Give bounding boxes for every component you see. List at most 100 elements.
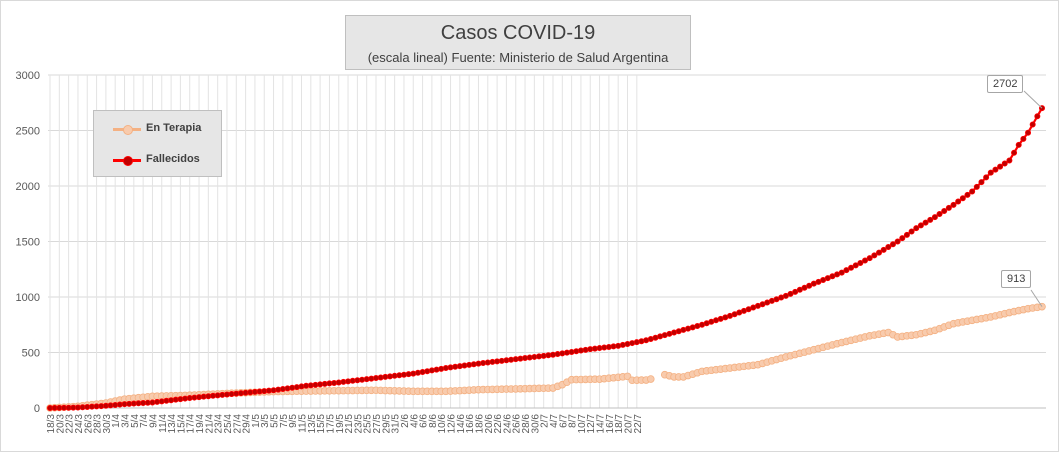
y-tick-label: 2500 [16, 126, 40, 138]
legend-label-en-terapia: En Terapia [146, 122, 202, 134]
data-point [1015, 141, 1022, 148]
data-point [871, 252, 878, 259]
y-axis: 0 500 1000 1500 2000 2500 3000 [16, 70, 40, 415]
data-point [885, 244, 892, 251]
x-tick-label: 29/4 [242, 414, 253, 434]
x-tick-label: 18/3 [46, 414, 57, 434]
x-tick-label: 14/7 [596, 414, 607, 434]
data-point [875, 249, 882, 256]
data-point [857, 259, 864, 266]
x-tick-label: 2/6 [400, 414, 411, 428]
x-tick-label: 26/6 [512, 414, 523, 434]
data-point [927, 216, 934, 223]
x-tick-label: 11/4 [158, 414, 169, 433]
x-tick-label: 21/4 [204, 414, 215, 434]
data-point [978, 179, 985, 186]
callout-leaders [1023, 90, 1043, 307]
data-point [880, 246, 887, 253]
x-tick-label: 24/6 [502, 414, 513, 434]
x-tick-label: 22/3 [65, 414, 76, 434]
x-tick-label: 20/6 [484, 414, 495, 434]
x-tick-label: 17/4 [186, 414, 197, 434]
data-point [1025, 129, 1032, 136]
y-tick-label: 2000 [16, 181, 40, 193]
x-tick-label: 30/3 [102, 414, 113, 434]
data-point [922, 219, 929, 226]
y-tick-label: 0 [34, 403, 40, 415]
data-point [894, 238, 901, 245]
data-point [913, 225, 920, 232]
x-tick-label: 30/6 [530, 414, 541, 434]
y-tick-label: 500 [22, 348, 40, 360]
series-fallecidos [47, 105, 1046, 411]
x-tick-label: 11/5 [297, 414, 308, 433]
x-tick-label: 5/4 [130, 414, 141, 428]
x-tick-label: 25/4 [223, 414, 234, 434]
x-tick-label: 26/3 [83, 414, 94, 434]
data-point [987, 169, 994, 176]
data-point [903, 231, 910, 238]
x-tick-label: 3/4 [121, 414, 132, 428]
x-tick-label: 6/7 [558, 414, 569, 428]
title-box: Casos COVID-19 (escala lineal) Fuente: M… [345, 15, 691, 70]
x-tick-label: 23/5 [353, 414, 364, 434]
x-tick-label: 20/7 [624, 414, 635, 434]
data-point [931, 214, 938, 221]
data-point [866, 255, 873, 262]
x-tick-label: 21/5 [344, 414, 355, 434]
x-tick-label: 29/5 [381, 414, 392, 434]
x-tick-label: 20/3 [55, 414, 66, 434]
legend-label-fallecidos: Fallecidos [146, 153, 200, 165]
data-point [646, 375, 655, 383]
x-tick-label: 5/5 [270, 414, 281, 428]
legend-marker-icon [123, 156, 133, 166]
x-tick-label: 4/7 [549, 414, 560, 428]
data-point [843, 267, 850, 274]
x-tick-label: 28/6 [521, 414, 532, 434]
x-tick-label: 3/5 [260, 414, 271, 428]
x-tick-label: 4/6 [409, 414, 420, 428]
data-point [973, 183, 980, 190]
x-tick-label: 19/4 [195, 414, 206, 434]
x-tick-label: 27/4 [232, 414, 243, 434]
legend-item-en-terapia: En Terapia [94, 120, 221, 138]
data-point [992, 166, 999, 173]
data-point [941, 207, 948, 214]
data-point [908, 228, 915, 235]
x-tick-label: 12/7 [586, 414, 597, 434]
data-point [1029, 121, 1036, 128]
x-tick-label: 22/6 [493, 414, 504, 434]
x-tick-label: 7/5 [279, 414, 290, 428]
x-tick-label: 2/7 [540, 414, 551, 428]
data-point [969, 188, 976, 195]
data-point [959, 195, 966, 202]
x-tick-label: 15/5 [316, 414, 327, 434]
data-point [899, 235, 906, 242]
x-tick-label: 18/6 [474, 414, 485, 434]
x-tick-label: 6/6 [419, 414, 430, 428]
x-tick-label: 12/6 [447, 414, 458, 434]
x-tick-label: 13/4 [167, 414, 178, 434]
x-tick-label: 17/5 [325, 414, 336, 434]
legend-item-fallecidos: Fallecidos [94, 151, 221, 169]
y-tick-label: 1500 [16, 237, 40, 249]
data-point [917, 222, 924, 229]
data-point [1020, 135, 1027, 142]
data-point [964, 191, 971, 198]
x-tick-label: 28/3 [93, 414, 104, 434]
x-tick-label: 18/7 [614, 414, 625, 434]
data-point [838, 269, 845, 276]
x-tick-label: 19/5 [335, 414, 346, 434]
data-point [1011, 149, 1018, 156]
y-tick-label: 1000 [16, 292, 40, 304]
x-tick-label: 1/4 [111, 414, 122, 428]
legend: En Terapia Fallecidos [93, 110, 222, 177]
x-tick-label: 10/6 [437, 414, 448, 434]
callout-en-terapia-last: 913 [1001, 270, 1032, 288]
chart-title: Casos COVID-19 [440, 22, 596, 44]
x-tick-label: 8/7 [568, 414, 579, 428]
x-tick-label: 31/5 [391, 414, 402, 434]
x-tick-label: 16/6 [465, 414, 476, 434]
x-axis: 18/320/322/324/326/328/330/31/43/45/47/4… [46, 407, 1046, 434]
x-tick-label: 14/6 [456, 414, 467, 434]
